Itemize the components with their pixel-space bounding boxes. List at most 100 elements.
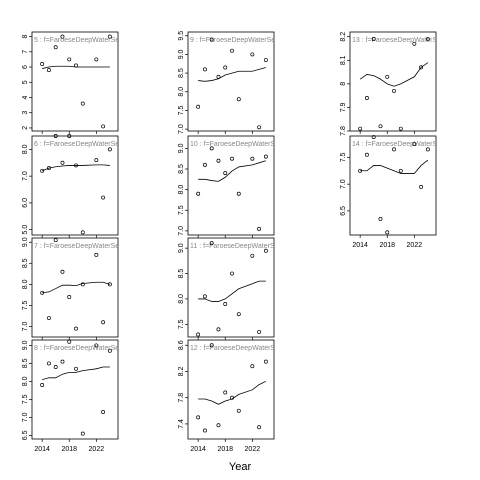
x-tick-label: 2014: [34, 446, 50, 453]
point: [80, 282, 85, 287]
panel-frame: [187, 31, 275, 132]
point: [257, 226, 262, 231]
y-tick-label: 7.5: [340, 152, 347, 162]
point: [46, 316, 51, 320]
y-tick-label: 6: [22, 65, 29, 69]
point: [236, 97, 241, 102]
y-tick-label: 7.4: [178, 419, 185, 429]
panel-frame: [31, 135, 119, 236]
point: [230, 48, 234, 53]
point: [209, 241, 214, 246]
point: [250, 156, 255, 161]
point: [209, 343, 214, 348]
panel-frame: [187, 339, 275, 440]
point: [101, 124, 106, 129]
y-tick-label: 8.2: [178, 366, 185, 376]
point: [60, 160, 65, 165]
point: [40, 168, 45, 173]
point: [358, 168, 363, 173]
y-tick-label: 8.5: [178, 269, 185, 279]
point: [398, 126, 403, 131]
point: [107, 348, 112, 353]
y-tick-label: 7.0: [178, 226, 185, 236]
point: [385, 74, 390, 79]
point: [196, 415, 201, 420]
point: [230, 156, 234, 161]
point: [46, 166, 51, 171]
y-tick-label: 8.6: [178, 340, 185, 350]
point: [107, 282, 112, 287]
point: [263, 154, 268, 159]
point: [196, 332, 201, 337]
point: [385, 230, 390, 235]
point: [257, 329, 262, 334]
point: [209, 146, 214, 151]
y-tick-label: 5.0: [22, 225, 29, 235]
y-tick-label: 8: [340, 82, 347, 86]
point: [425, 147, 430, 152]
panel-frame: [187, 237, 275, 338]
point: [74, 63, 78, 68]
x-tick-label: 2018: [217, 446, 233, 453]
smooth-line: [42, 366, 110, 380]
point: [364, 152, 369, 157]
point: [257, 125, 262, 130]
y-tick-label: 2: [22, 126, 29, 130]
y-tick-label: 8.5: [178, 164, 185, 174]
point: [216, 74, 221, 79]
point: [263, 248, 268, 253]
point: [202, 67, 207, 72]
smooth-line: [42, 65, 110, 69]
point: [364, 96, 369, 100]
smooth-line: [359, 62, 429, 87]
point: [60, 269, 65, 274]
point: [67, 134, 72, 138]
point: [371, 37, 376, 42]
point: [60, 34, 65, 39]
y-tick-label: 8.0: [178, 87, 185, 97]
panel-frame: [31, 237, 119, 338]
point: [94, 252, 99, 257]
panel-strip: 14 : f=FaroeseDeepWaterSe: [352, 141, 441, 148]
point: [74, 366, 78, 371]
point: [53, 134, 58, 138]
x-tick-label: 2022: [407, 242, 423, 249]
point: [419, 65, 424, 70]
point: [46, 361, 51, 366]
y-tick-label: 8.2: [340, 32, 347, 42]
point: [236, 312, 241, 317]
point: [40, 290, 45, 295]
y-tick-label: 9.0: [22, 237, 29, 247]
x-tick-label: 2014: [190, 446, 206, 453]
point: [202, 428, 207, 433]
point: [250, 364, 255, 369]
point: [196, 191, 201, 196]
point: [358, 126, 363, 131]
point: [94, 57, 99, 62]
y-tick-label: 8.0: [22, 279, 29, 289]
point: [94, 343, 99, 348]
point: [107, 147, 112, 152]
panel-strip: 7 : f=FaroeseDeepWaterSe: [34, 243, 119, 250]
y-tick-label: 8: [22, 35, 29, 39]
x-tick-label: 2018: [61, 446, 77, 453]
y-tick-label: 8.0: [22, 376, 29, 386]
y-tick-label: 7.0: [178, 124, 185, 134]
point: [223, 302, 228, 306]
panel-strip: 9 : f=FaroeseDeepWaterSe: [190, 37, 275, 44]
y-tick-label: 9.0: [22, 340, 29, 350]
y-tick-label: 8.5: [178, 68, 185, 78]
point: [94, 158, 99, 163]
point: [53, 365, 58, 369]
y-tick-label: 9.0: [178, 243, 185, 253]
point: [101, 410, 106, 414]
point: [101, 195, 106, 200]
point: [378, 216, 383, 221]
y-tick-label: 4: [22, 95, 29, 99]
point: [67, 339, 72, 344]
point: [216, 327, 221, 332]
x-tick-label: 2014: [352, 242, 368, 249]
panel-strip: 13 : f=FaroeseDeepWaterSe: [352, 37, 441, 44]
point: [216, 423, 221, 428]
